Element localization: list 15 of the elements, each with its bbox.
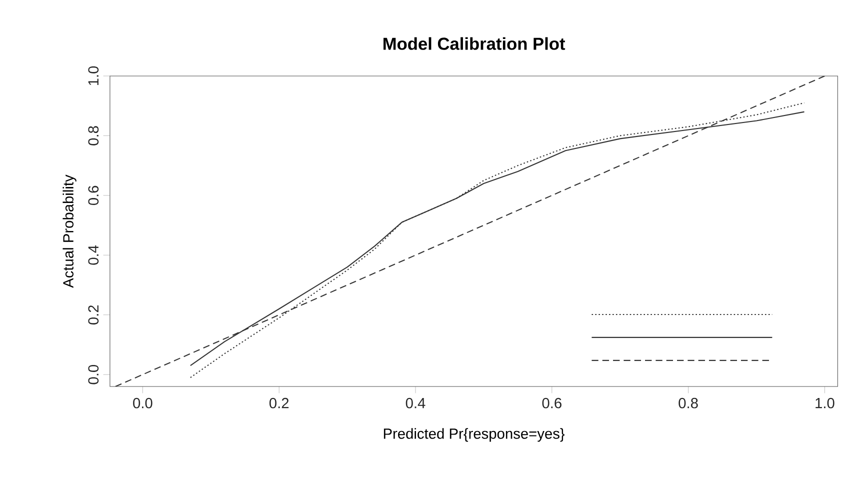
y-tick-label: 0.8 (88, 126, 99, 146)
y-tick-label: 0.6 (88, 186, 99, 206)
x-tick-label: 0.8 (678, 398, 698, 408)
y-tick-label: 0.4 (88, 245, 99, 265)
x-tick-label: 0.4 (406, 398, 426, 408)
chart-title: Model Calibration Plot (384, 37, 566, 50)
x-tick-label: 0.6 (542, 398, 562, 408)
x-axis-title: Predicted Pr{response=yes} (384, 428, 565, 442)
x-tick-label: 0.2 (269, 398, 289, 408)
y-tick-label: 0.2 (88, 305, 99, 325)
x-tick-label: 0.0 (133, 398, 152, 408)
y-tick-label: 1.0 (88, 66, 99, 86)
x-tick-label: 1.0 (816, 398, 834, 408)
y-tick-label: 0.0 (88, 365, 99, 384)
y-axis-title: Actual Probability (62, 174, 76, 288)
